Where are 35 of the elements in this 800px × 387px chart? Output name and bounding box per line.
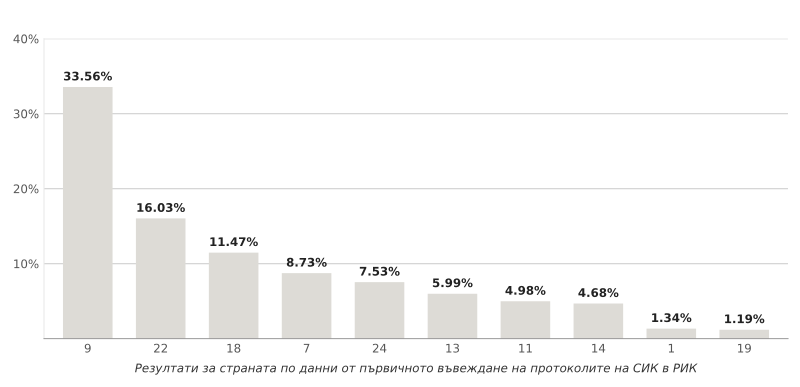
x-tick-label: 11 xyxy=(519,344,532,352)
x-tick-label: 14 xyxy=(592,344,606,352)
data-label: 1.34% xyxy=(652,313,692,322)
x-tick-label: 24 xyxy=(372,344,386,352)
bar xyxy=(208,252,258,339)
bar xyxy=(646,328,696,339)
x-tick-label: 7 xyxy=(304,344,310,352)
bar xyxy=(719,330,770,339)
x-tick-label: 19 xyxy=(738,344,751,353)
bar xyxy=(62,86,113,339)
data-label: 7.53% xyxy=(360,266,400,276)
data-label: 33.56% xyxy=(64,72,112,81)
data-label: 4.68% xyxy=(578,288,618,298)
x-tick-label: 9 xyxy=(84,344,91,353)
data-label: 5.99% xyxy=(432,278,473,288)
data-label: 1.19% xyxy=(725,314,764,324)
bar xyxy=(428,294,478,339)
data-label: 16.03% xyxy=(137,203,185,212)
bar xyxy=(282,273,332,339)
data-label: 4.98% xyxy=(505,286,546,295)
x-tick-label: 1 xyxy=(668,344,674,352)
y-tick-label: 40% xyxy=(13,34,38,44)
data-label: 8.73% xyxy=(286,258,327,267)
x-tick-label: 22 xyxy=(154,344,168,352)
x-tick-label: 13 xyxy=(446,344,460,353)
y-tick-label: 10% xyxy=(14,259,38,268)
y-tick-label: 30% xyxy=(14,109,38,118)
x-axis-title: Резултати за страната по данни от първичното въвеждане на протоколите на СИК в РИК xyxy=(135,363,698,375)
bar xyxy=(574,304,624,339)
bar xyxy=(500,301,550,339)
data-label: 11.47% xyxy=(210,237,258,246)
x-tick-label: 18 xyxy=(227,344,240,353)
bar xyxy=(136,218,186,339)
bar xyxy=(354,282,404,339)
y-tick-label: 20% xyxy=(14,184,38,194)
